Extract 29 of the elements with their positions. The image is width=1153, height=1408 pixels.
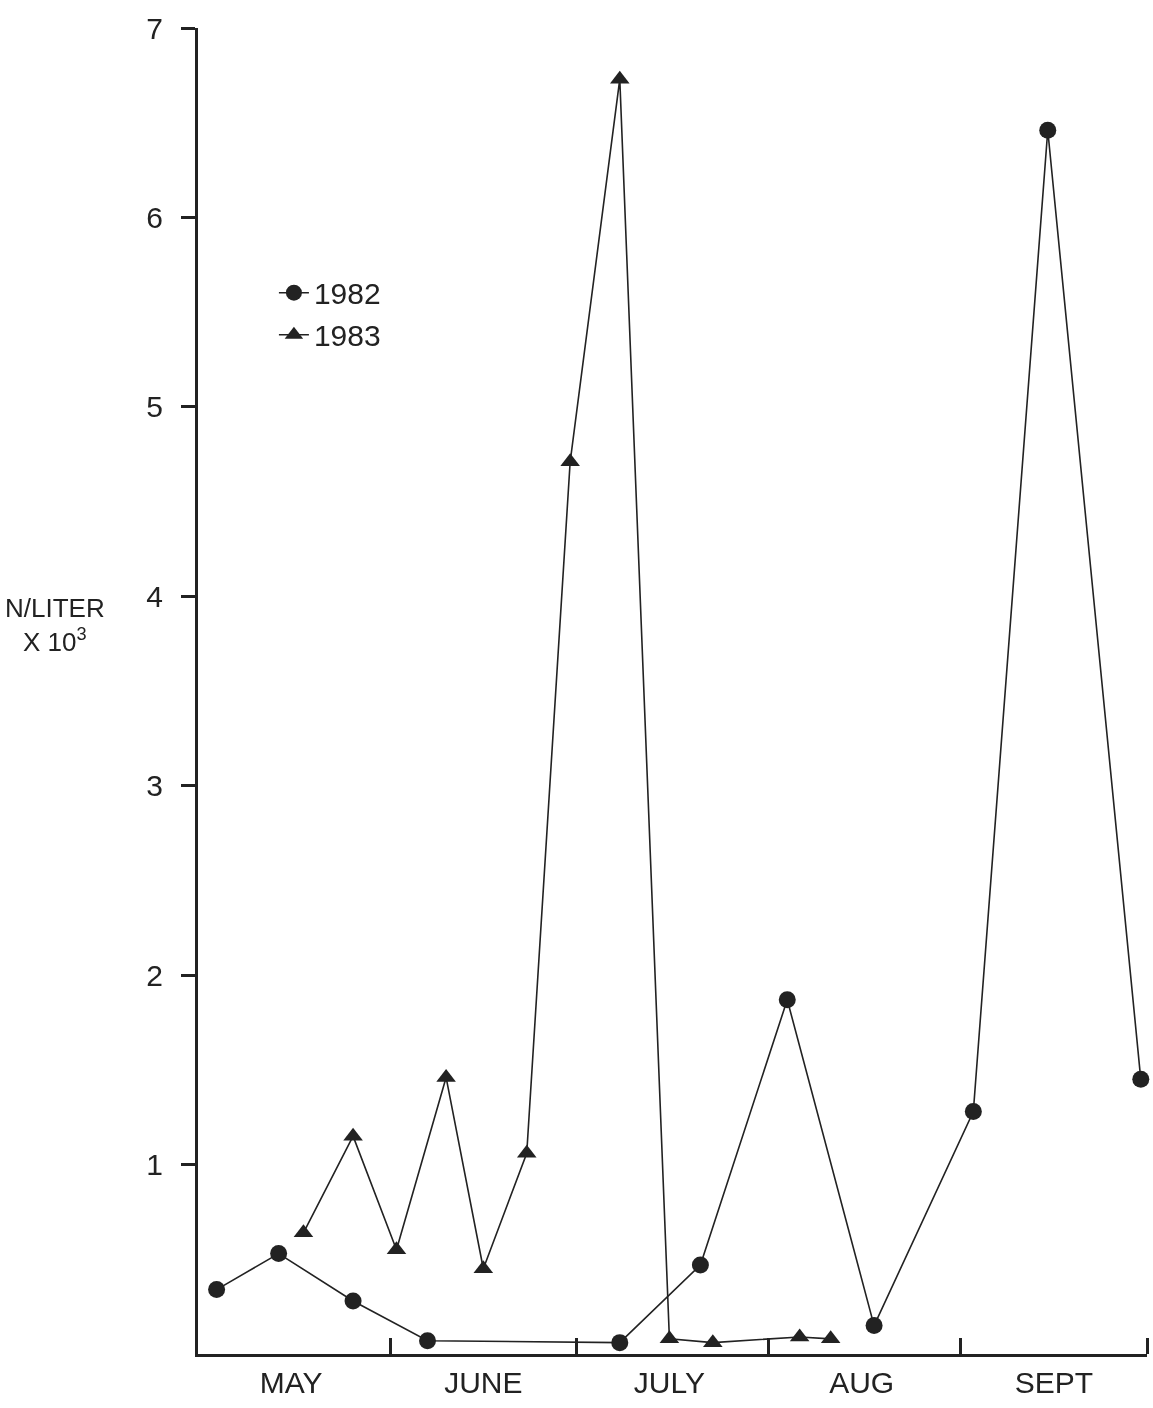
y-tick-label: 4 bbox=[146, 579, 163, 613]
point bbox=[344, 1292, 362, 1310]
x-tick-label: AUG bbox=[829, 1366, 895, 1399]
y-tick-label: 6 bbox=[146, 200, 163, 234]
point bbox=[964, 1103, 982, 1121]
y-tick-label: 7 bbox=[146, 11, 163, 45]
legend-label: 1982 bbox=[313, 277, 381, 311]
point bbox=[343, 1127, 363, 1141]
point bbox=[1039, 121, 1057, 139]
x-tick-label: MAY bbox=[259, 1366, 323, 1399]
point bbox=[560, 453, 580, 467]
x-tick-label: SEPT bbox=[1014, 1366, 1094, 1399]
y-axis-title: N/LITER X 10$^{3}$ bbox=[5, 593, 105, 657]
point bbox=[778, 991, 796, 1009]
y-tick-label: 2 bbox=[146, 958, 163, 992]
point bbox=[865, 1317, 883, 1335]
y-tick-label: 5 bbox=[146, 390, 163, 424]
point bbox=[436, 1068, 456, 1082]
point bbox=[270, 1245, 288, 1263]
y-tick-label: 3 bbox=[146, 769, 163, 803]
point bbox=[1132, 1070, 1150, 1088]
point bbox=[691, 1256, 709, 1274]
point bbox=[419, 1332, 436, 1350]
point bbox=[611, 1334, 629, 1352]
legend-label: 1983 bbox=[313, 319, 381, 353]
point bbox=[208, 1281, 226, 1299]
x-tick-label: JULY bbox=[633, 1366, 705, 1399]
y-tick-label: 1 bbox=[146, 1148, 163, 1182]
x-tick-label: JUNE bbox=[444, 1366, 523, 1399]
